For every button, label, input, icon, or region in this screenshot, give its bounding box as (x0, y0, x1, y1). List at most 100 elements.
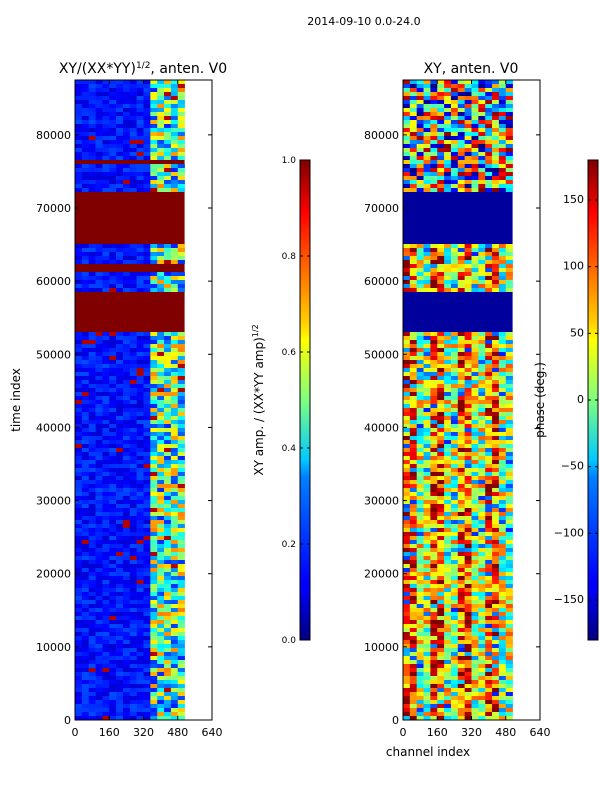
phase-heatmap-cell (478, 476, 486, 480)
phase-heatmap-cell (485, 524, 493, 528)
amp-heatmap-cell (95, 400, 103, 404)
phase-heatmap-cell (464, 360, 472, 364)
amp-heatmap-row (75, 348, 185, 352)
amp-colorbar-tick-label: 0.8 (282, 252, 297, 262)
phase-heatmap-cell (464, 520, 472, 524)
phase-x-tick-label: 160 (427, 726, 448, 739)
amp-heatmap-cell (136, 260, 144, 264)
amp-heatmap-cell (136, 500, 144, 504)
amp-heatmap-cell (102, 412, 110, 416)
amp-heatmap-cell (102, 400, 110, 404)
phase-heatmap-cell (492, 524, 500, 528)
phase-heatmap-cell (430, 188, 438, 192)
amp-heatmap-cell (122, 504, 131, 508)
amp-heatmap-cell (81, 132, 89, 136)
phase-heatmap-cell (416, 140, 424, 144)
amp-heatmap-cell (164, 284, 172, 288)
phase-heatmap-cell (437, 592, 445, 596)
phase-heatmap-cell (423, 500, 431, 504)
phase-heatmap-cell (471, 288, 479, 292)
amp-heatmap-cell (129, 504, 137, 508)
amp-heatmap-cell (129, 660, 137, 664)
amp-heatmap-cell (129, 572, 137, 576)
amp-heatmap-cell (116, 684, 124, 688)
phase-heatmap-cell (423, 704, 431, 708)
amp-heatmap-cell (122, 556, 131, 560)
phase-heatmap-cell (403, 468, 411, 472)
phase-heatmap-cell (430, 672, 438, 676)
phase-heatmap-cell (444, 92, 452, 96)
phase-heatmap-cell (423, 408, 431, 412)
phase-heatmap-cell (492, 100, 500, 104)
phase-heatmap-row (403, 400, 513, 404)
amp-heatmap-cell (81, 592, 89, 596)
amp-heatmap-cell (136, 408, 144, 412)
phase-heatmap-cell (437, 568, 445, 572)
amp-heatmap-cell (81, 704, 89, 708)
amp-heatmap-cell (81, 484, 89, 488)
amp-heatmap-cell (129, 400, 137, 404)
phase-heatmap-cell (444, 148, 452, 152)
amp-heatmap-cell (129, 472, 137, 476)
panel-amplitude: XY/(XX*YY)1/2, anten. V0 0 160 320 480 640 0… (9, 61, 311, 739)
amp-heatmap-cell (102, 572, 110, 576)
amp-colorbar-label-main: XY amp. / (XX*YY amp) (252, 337, 266, 475)
amp-heatmap-cell (143, 464, 151, 468)
amp-heatmap-cell (164, 648, 172, 652)
amp-heatmap-row (75, 120, 185, 124)
phase-heatmap-cell (457, 408, 465, 412)
amp-heatmap-cell (170, 636, 179, 640)
amp-heatmap-cell (95, 584, 103, 588)
amp-heatmap-cell (81, 432, 89, 436)
amp-heatmap-cell (143, 660, 151, 664)
amp-heatmap-cell (157, 380, 165, 384)
phase-heatmap-cell (485, 696, 493, 700)
phase-heatmap-cell (437, 452, 445, 456)
amp-heatmap-cell (122, 704, 131, 708)
amp-heatmap-cell (116, 448, 124, 452)
phase-heatmap-row (403, 456, 513, 460)
amp-heatmap-cell (164, 140, 172, 144)
amp-heatmap-cell (143, 588, 151, 592)
amp-heatmap-cell (150, 536, 158, 540)
amp-heatmap-cell (170, 120, 179, 124)
amp-heatmap-cell (88, 672, 96, 676)
phase-heatmap-cell (409, 132, 417, 136)
phase-heatmap-cell (478, 156, 486, 160)
amp-heatmap-cell (116, 512, 124, 516)
phase-heatmap-cell (457, 648, 465, 652)
phase-heatmap-cell (457, 572, 465, 576)
phase-heatmap-cell (498, 568, 507, 572)
amp-heatmap-cell (122, 568, 131, 572)
figure-suptitle: 2014-09-10 0.0-24.0 (307, 15, 420, 28)
amp-heatmap-row (75, 556, 185, 560)
phase-heatmap-cell (450, 344, 459, 348)
phase-heatmap-cell (409, 436, 417, 440)
amp-heatmap-cell (143, 80, 151, 84)
phase-heatmap-cell (485, 716, 493, 720)
amp-heatmap-cell (88, 148, 96, 152)
phase-colorbar-tick-label: −150 (554, 593, 584, 606)
phase-heatmap-cell (450, 676, 459, 680)
phase-heatmap-cell (457, 716, 465, 720)
phase-heatmap-cell (471, 260, 479, 264)
phase-heatmap-cell (485, 628, 493, 632)
amp-heatmap-cell (157, 656, 165, 660)
phase-heatmap-cell (498, 136, 507, 140)
amp-heatmap-row (75, 256, 185, 260)
phase-heatmap-cell (450, 604, 459, 608)
amp-heatmap-cell (88, 588, 96, 592)
phase-heatmap-cell (423, 388, 431, 392)
phase-heatmap-cell (492, 388, 500, 392)
phase-heatmap-cell (403, 296, 513, 300)
amp-heatmap-cell (109, 288, 117, 292)
phase-heatmap-cell (464, 536, 472, 540)
amp-heatmap-cell (88, 476, 96, 480)
phase-heatmap-cell (457, 460, 465, 464)
phase-heatmap-cell (437, 364, 445, 368)
phase-heatmap-cell (423, 572, 431, 576)
amp-heatmap-cell (88, 136, 96, 140)
amp-heatmap-cell (143, 492, 151, 496)
phase-heatmap-cell (403, 592, 411, 596)
amp-heatmap-cell (164, 492, 172, 496)
